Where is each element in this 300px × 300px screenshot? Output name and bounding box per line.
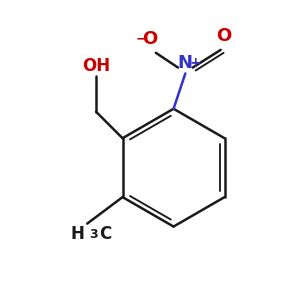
Text: C: C (99, 225, 111, 243)
Text: H: H (70, 225, 84, 243)
Text: O: O (216, 28, 231, 46)
Text: −: − (135, 31, 147, 45)
Text: +: + (190, 56, 202, 70)
Text: O: O (142, 30, 158, 48)
Text: OH: OH (82, 57, 110, 75)
Text: N: N (178, 54, 193, 72)
Text: 3: 3 (89, 228, 97, 241)
